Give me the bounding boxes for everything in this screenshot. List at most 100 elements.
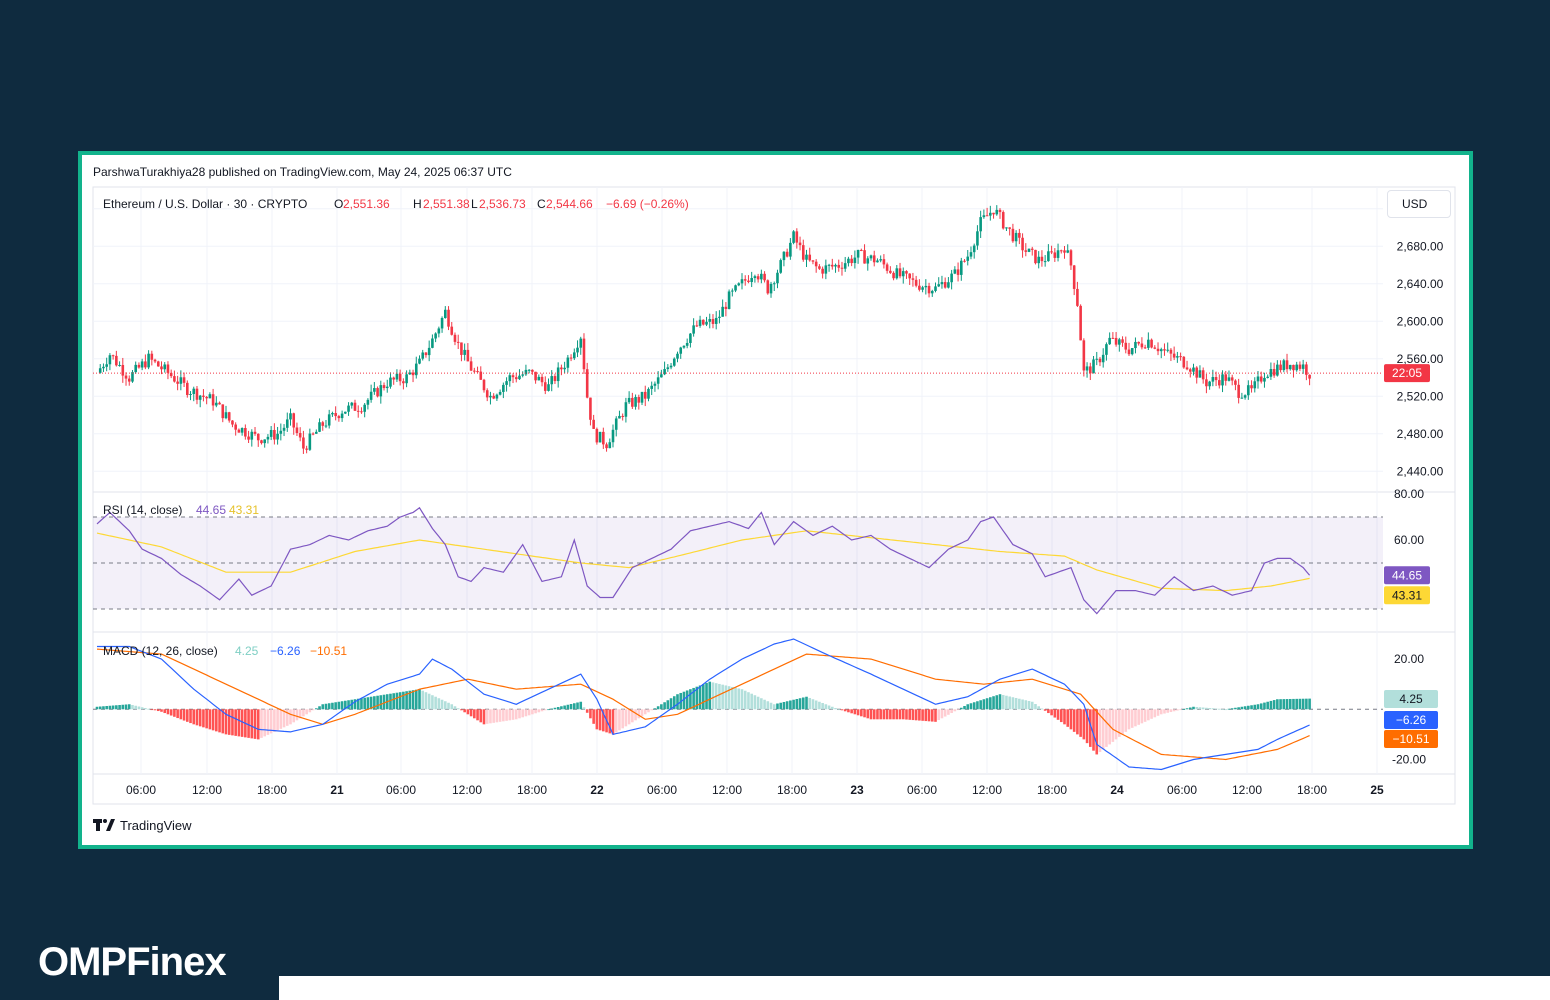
macd-histogram-bar	[1166, 709, 1169, 713]
candle-body	[1195, 367, 1199, 378]
macd-histogram-bar	[843, 709, 847, 712]
macd-histogram-bar	[502, 709, 505, 722]
candle-body	[656, 377, 660, 384]
macd-histogram-bar	[753, 695, 757, 710]
macd-histogram-bar	[608, 709, 612, 734]
candle-body	[479, 371, 483, 380]
rsi-ma-value-tag-text: 43.31	[1392, 588, 1422, 602]
ohlc-low-label: L	[471, 197, 478, 211]
macd-histogram-bar	[895, 709, 899, 720]
macd-histogram-bar	[1263, 702, 1266, 710]
rsi-ma-legend-value: 43.31	[229, 503, 259, 517]
macd-histogram-bar	[334, 702, 337, 710]
macd-histogram-bar	[985, 698, 989, 710]
candle-body	[463, 349, 466, 355]
candle-body	[1059, 250, 1063, 252]
macd-histogram-bar	[927, 709, 931, 722]
x-tick-label: 22	[590, 783, 604, 797]
candle-body	[1201, 370, 1205, 380]
macd-histogram-bar	[837, 709, 841, 711]
candle-body	[853, 257, 857, 264]
candle-body	[1234, 380, 1237, 385]
candle-body	[969, 252, 973, 257]
macd-histogram-bar	[676, 694, 679, 710]
macd-histogram-bar	[176, 709, 179, 719]
candle-body	[1027, 248, 1031, 252]
macd-histogram-bar	[1143, 709, 1147, 722]
candle-body	[827, 264, 831, 266]
candle-body	[414, 363, 418, 376]
macd-histogram-bar	[647, 709, 650, 713]
macd-histogram-bar	[1069, 709, 1073, 730]
macd-histogram-bar	[905, 709, 908, 720]
candle-body	[402, 381, 405, 384]
macd-histogram-bar	[579, 701, 583, 710]
candle-body	[385, 386, 389, 389]
candle-body	[998, 209, 1002, 213]
candle-body	[176, 381, 179, 384]
tradingview-logo-icon	[93, 819, 115, 831]
macd-histogram-bar	[760, 698, 763, 710]
candle-body	[663, 369, 666, 375]
candle-body	[1101, 354, 1105, 363]
macd-histogram-bar	[989, 697, 992, 710]
macd-signal-value-tag-text: −10.51	[1392, 732, 1429, 746]
macd-histogram-bar	[1253, 704, 1257, 710]
macd-histogram-bar	[111, 705, 115, 710]
macd-histogram-bar	[363, 697, 366, 710]
x-tick-label: 21	[330, 783, 344, 797]
candle-body	[1111, 337, 1115, 339]
macd-histogram-bar	[1056, 709, 1060, 720]
candle-body	[495, 394, 499, 399]
candle-body	[1085, 366, 1089, 371]
candle-body	[1159, 349, 1163, 352]
candle-body	[1214, 377, 1218, 381]
candle-body	[676, 353, 679, 359]
macd-histogram-bar	[918, 709, 921, 721]
candle-body	[279, 430, 283, 434]
macd-histogram-bar	[763, 699, 766, 710]
candle-body	[408, 372, 412, 375]
candle-body	[1079, 305, 1082, 341]
macd-tick-label: -20.00	[1392, 752, 1426, 766]
candle-body	[537, 376, 541, 381]
macd-histogram-bar	[602, 709, 605, 732]
macd-histogram-bar	[1259, 703, 1263, 710]
macd-histogram-bar	[1053, 709, 1057, 718]
candle-body	[1156, 348, 1160, 352]
candle-body	[843, 263, 847, 269]
candle-body	[743, 279, 747, 281]
macd-histogram-bar	[1076, 709, 1079, 735]
candle-body	[269, 429, 273, 437]
macd-histogram-bar	[653, 708, 657, 710]
rsi-ma-value-tag	[1384, 586, 1430, 605]
macd-histogram-bar	[315, 708, 318, 710]
macd-histogram-bar	[347, 700, 350, 710]
macd-histogram-bar	[95, 706, 99, 710]
macd-histogram-bar	[240, 709, 244, 737]
candle-body	[1182, 356, 1186, 368]
candle-body	[569, 357, 573, 359]
candle-body	[547, 384, 550, 391]
candle-body	[363, 404, 366, 412]
candle-body	[556, 367, 560, 382]
candle-body	[908, 273, 911, 279]
candle-body	[1253, 381, 1257, 389]
macd-histogram-bar	[1295, 698, 1298, 710]
candle-body	[244, 428, 247, 437]
tradingview-logo[interactable]: TradingView	[93, 817, 192, 833]
candle-body	[311, 433, 315, 435]
candle-body	[1179, 356, 1182, 358]
candle-body	[621, 415, 624, 417]
macd-histogram-bar	[772, 704, 776, 710]
macd-histogram-bar	[702, 684, 705, 710]
currency-selector[interactable]: USD	[1387, 190, 1451, 218]
candle-body	[1005, 227, 1008, 229]
x-tick-label: 06:00	[647, 783, 677, 797]
macd-histogram-bar	[569, 704, 573, 710]
macd-histogram-bar	[340, 701, 344, 710]
candle-body	[792, 231, 795, 243]
candle-body	[1147, 339, 1150, 348]
macd-histogram-bar	[324, 703, 328, 710]
